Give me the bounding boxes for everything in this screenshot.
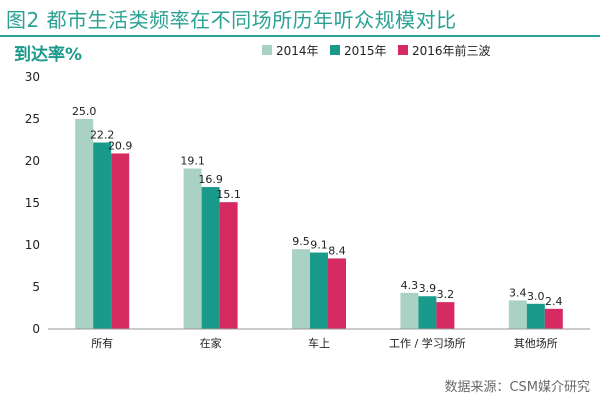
data-source: 数据来源：CSM媒介研究 — [444, 380, 590, 395]
data-label: 19.1 — [180, 155, 205, 168]
y-axis-label: 到达率% — [14, 44, 82, 65]
data-label: 16.9 — [198, 173, 223, 186]
bar — [93, 142, 112, 329]
x-category-label: 所有 — [91, 336, 113, 350]
legend-swatch — [398, 45, 408, 55]
bar — [526, 303, 545, 329]
data-label: 3.0 — [527, 290, 545, 303]
data-label: 3.9 — [419, 282, 437, 295]
data-label: 9.5 — [292, 235, 310, 248]
bars — [75, 119, 563, 329]
y-tick-label: 0 — [32, 322, 40, 336]
legend-swatch — [330, 45, 340, 55]
bar — [292, 249, 310, 329]
bar — [201, 187, 220, 329]
y-tick-label: 10 — [25, 238, 40, 252]
bar — [183, 168, 202, 329]
bar — [508, 300, 527, 329]
data-labels: 25.022.220.919.116.915.19.5 9.1 8.44.3 3.9 3… — [72, 105, 563, 308]
y-tick-label: 20 — [25, 154, 40, 168]
y-tick-label: 25 — [25, 112, 40, 126]
title-divider — [0, 35, 600, 37]
chart-title: 图2 都市生活类频率在不同场所历年听众规模对比 — [6, 8, 457, 32]
data-label: 20.9 — [108, 139, 133, 152]
bar — [544, 308, 563, 329]
legend-swatch — [262, 45, 272, 55]
y-tick-label: 5 — [32, 280, 40, 294]
bar — [400, 292, 419, 329]
y-tick-label: 30 — [25, 70, 40, 84]
legend-label: 2016年前三波 — [412, 43, 491, 58]
data-label: 4.3 — [401, 279, 419, 292]
legend-label: 2014年 — [276, 44, 319, 58]
data-label: 9.1 — [310, 239, 328, 252]
bar — [310, 252, 328, 329]
data-label: 3.2 — [437, 288, 455, 301]
data-label: 3.4 — [509, 286, 527, 299]
bar — [418, 296, 437, 329]
bar — [219, 202, 238, 329]
x-category-label: 车上 — [308, 336, 330, 350]
x-category-label: 工作 / 学习场所 — [389, 336, 466, 350]
data-label: 2.4 — [545, 295, 563, 308]
bar — [111, 153, 130, 329]
y-axis-ticks: 0 5 10 15 20 25 30 — [25, 70, 40, 336]
legend: 2014年 2015年 2016年前三波 — [262, 43, 491, 58]
bar — [75, 119, 94, 329]
x-category-label: 在家 — [200, 336, 222, 350]
bar — [328, 258, 346, 329]
data-label: 22.2 — [90, 129, 115, 142]
legend-label: 2015年 — [344, 44, 387, 58]
data-label: 25.0 — [72, 105, 97, 118]
data-label: 8.4 — [328, 244, 346, 257]
y-tick-label: 15 — [25, 196, 40, 210]
x-category-label: 其他场所 — [514, 336, 558, 350]
bar — [436, 302, 455, 329]
data-label: 15.1 — [216, 188, 241, 201]
x-axis-categories: 所有 在家 车上 工作 / 学习场所 其他场所 — [91, 336, 558, 350]
